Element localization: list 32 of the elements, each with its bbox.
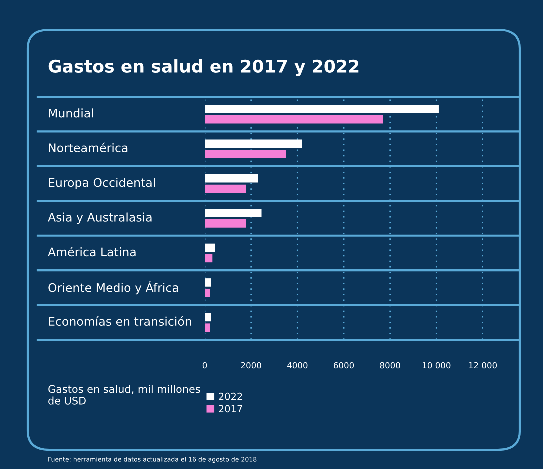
y-tick-label: Oriente Medio y África (48, 281, 178, 295)
bar (205, 324, 210, 332)
legend-title: Gastos en salud, mil millones de USD (48, 385, 200, 405)
y-tick-label: Norteamérica (49, 142, 128, 152)
bar (205, 313, 212, 322)
bar (205, 140, 302, 148)
y-tick-label: Economías en transición (49, 316, 192, 326)
bar (205, 254, 213, 263)
legend-label: 2017 (219, 405, 242, 413)
legend-label: 2022 (219, 392, 242, 400)
x-tick-label: 12 000 (469, 362, 498, 369)
bar (205, 115, 384, 124)
y-tick-label: Europa Occidental (49, 178, 156, 190)
bar (205, 220, 246, 228)
x-tick-label: 6000 (334, 362, 354, 369)
x-tick-label: 2000 (241, 362, 262, 369)
bar (205, 288, 210, 298)
bar (205, 104, 439, 114)
bar (205, 150, 286, 158)
bar (205, 184, 246, 194)
bar (205, 209, 262, 218)
y-tick-label: Asia y Australasia (48, 212, 152, 224)
y-tick-label: Mundial (49, 108, 94, 118)
x-tick-label: 10 000 (423, 362, 451, 369)
x-tick-label: 8000 (380, 362, 400, 369)
x-tick-label: 4000 (287, 362, 308, 369)
x-tick-label: 0 (202, 362, 208, 369)
bar (205, 278, 212, 287)
chart-title: Gastos en salud en 2017 y 2022 (48, 60, 359, 76)
y-tick-label: América Latina (48, 247, 136, 257)
bar (205, 174, 258, 183)
bar (205, 244, 216, 252)
